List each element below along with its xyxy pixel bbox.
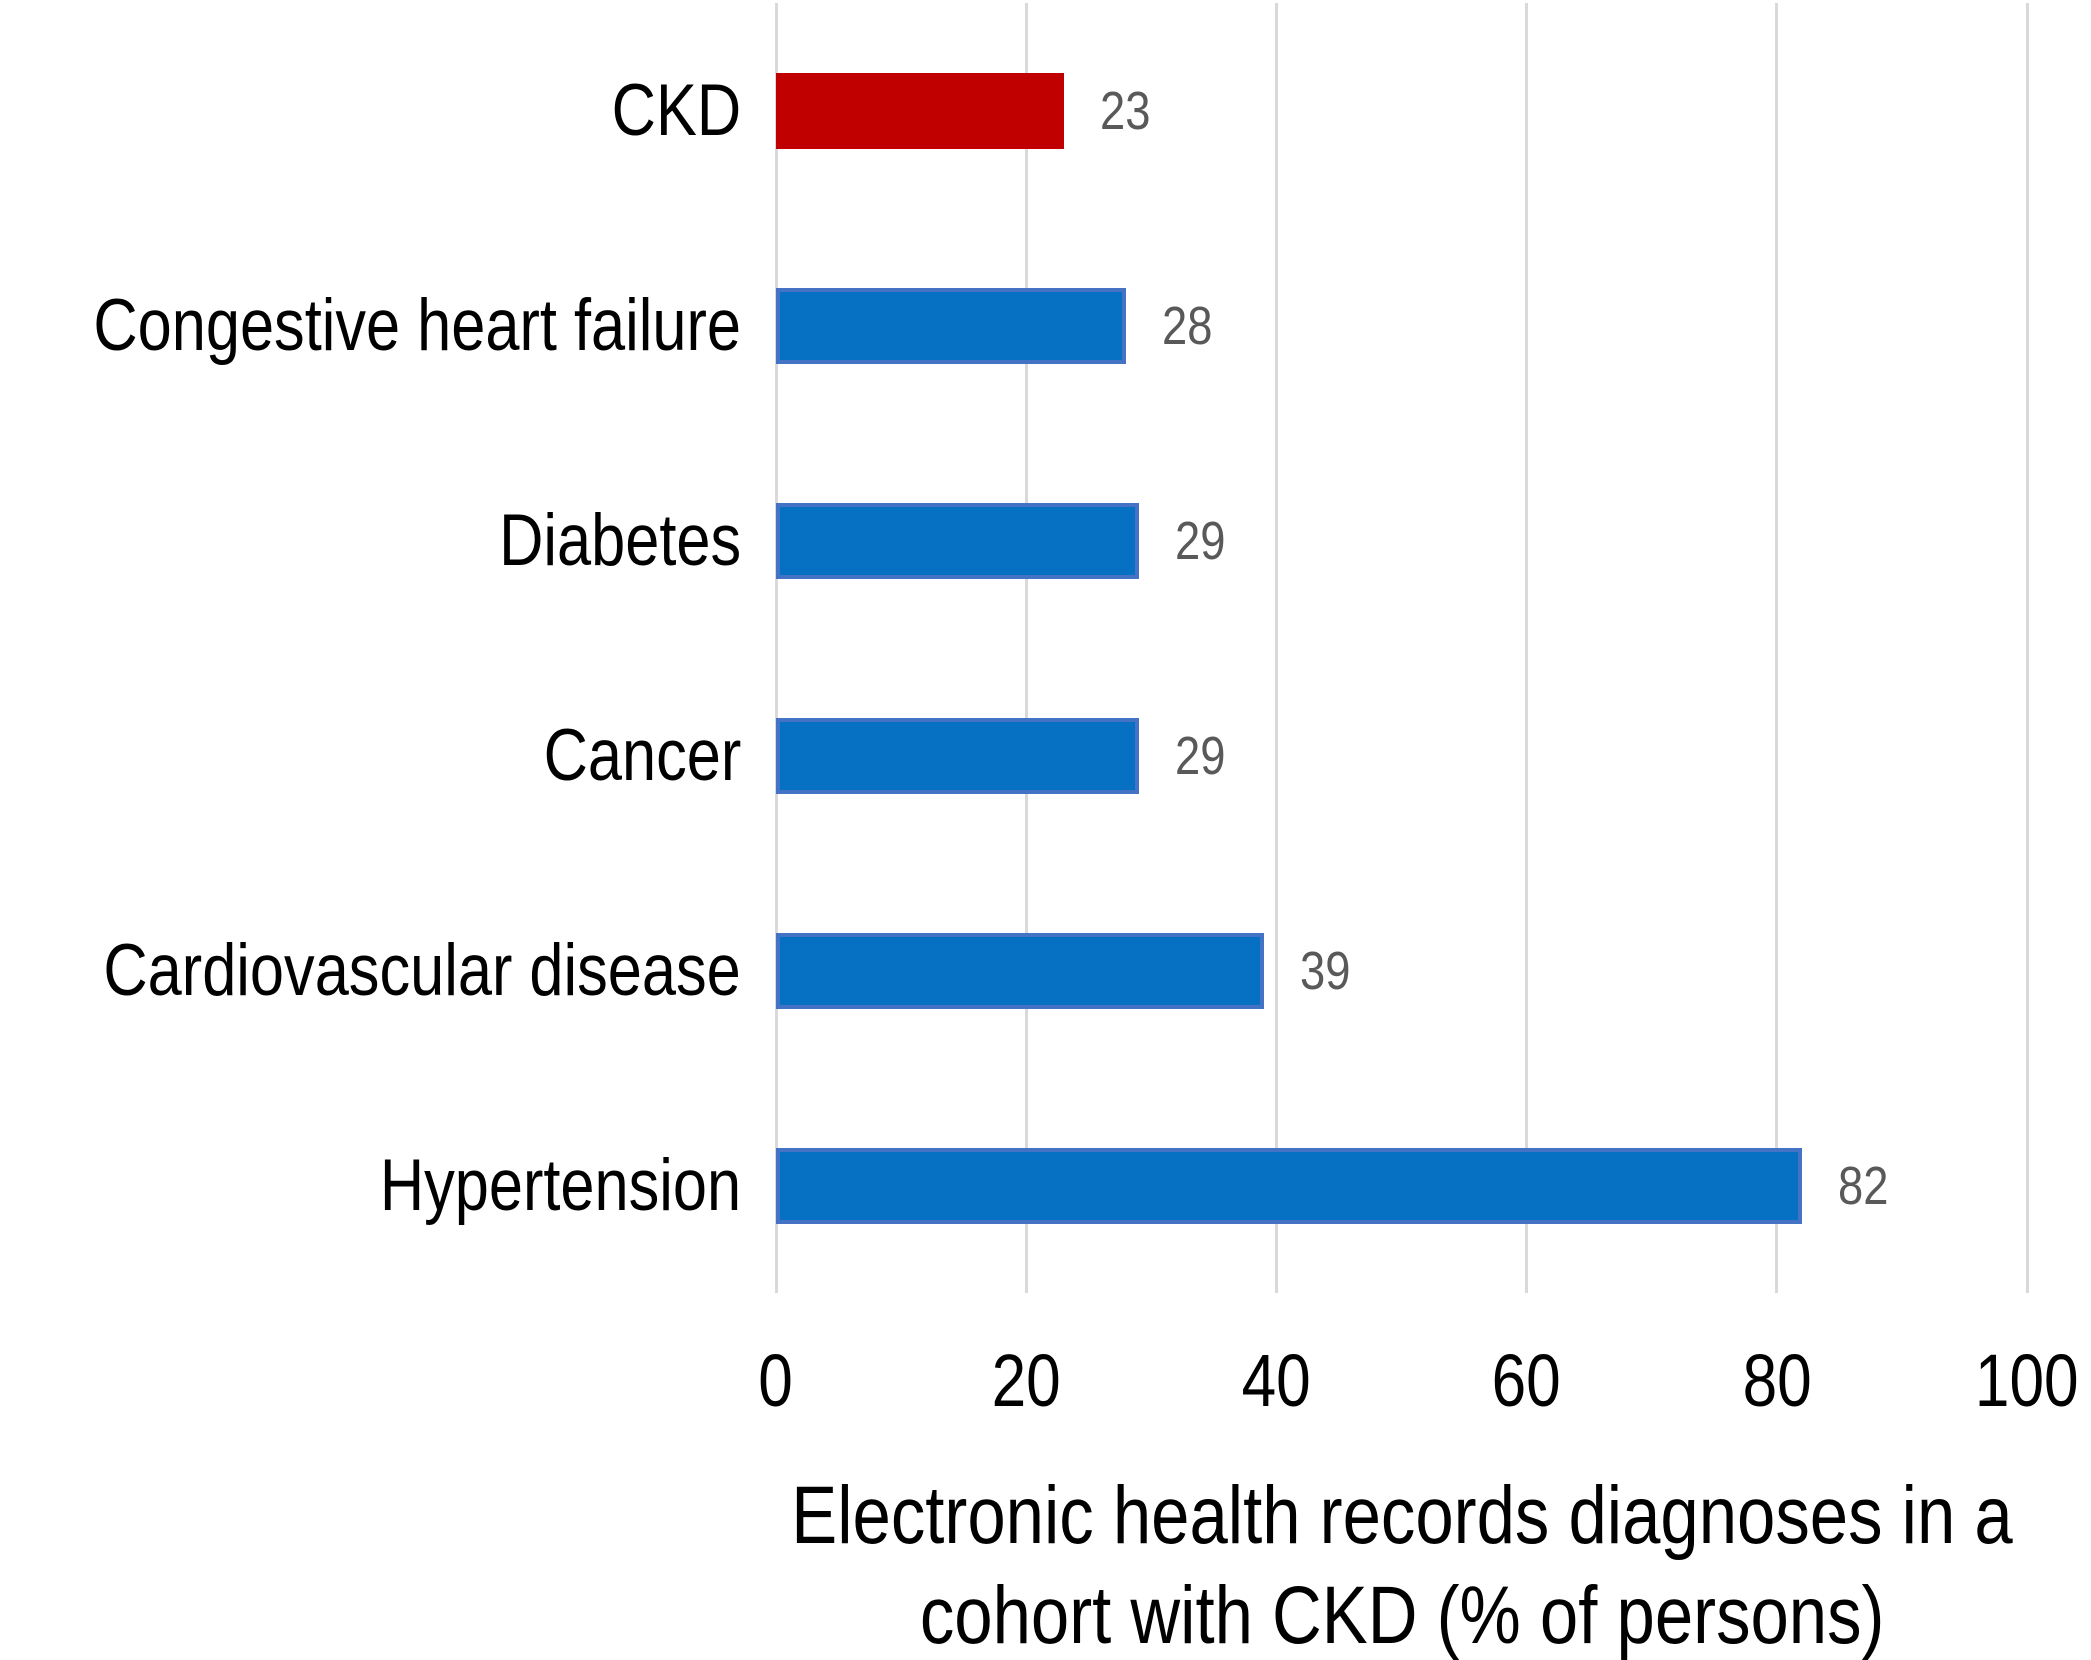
- gridline-60: [1525, 3, 1529, 1293]
- bar-congestive-heart-failure: [776, 287, 1127, 364]
- value-label: 28: [1162, 295, 1222, 357]
- bar-row: 23: [776, 3, 1160, 218]
- value-label-text: 28: [1162, 295, 1213, 356]
- category-label: Diabetes: [0, 433, 741, 648]
- bar-row: 82: [776, 1078, 1898, 1293]
- chart-title-line-2-text: cohort with CKD (% of persons): [919, 1570, 1885, 1660]
- value-label: 23: [1100, 80, 1160, 142]
- chart-title-line-1-text: Electronic health records diagnoses in a: [791, 1470, 2013, 1561]
- bar-cardiovascular-disease: [776, 932, 1264, 1009]
- x-axis-tick-label: 0: [626, 1338, 926, 1423]
- category-label-text: CKD: [611, 70, 741, 151]
- category-label: CKD: [0, 3, 741, 218]
- value-label-text: 82: [1837, 1155, 1889, 1216]
- x-axis-tick-label: 100: [1877, 1338, 2091, 1423]
- x-axis-tick-label: 40: [1126, 1338, 1426, 1423]
- bar-hypertension: [776, 1147, 1802, 1224]
- value-label: 29: [1175, 510, 1235, 572]
- value-label-text: 39: [1299, 940, 1351, 1001]
- category-label: Cardiovascular disease: [0, 863, 741, 1078]
- category-label-text: Diabetes: [498, 500, 741, 581]
- bar-row: 29: [776, 433, 1235, 648]
- category-label: Cancer: [0, 648, 741, 863]
- chart-title: Electronic health records diagnoses in a…: [675, 1466, 2091, 1660]
- gridline-0: [774, 3, 778, 1293]
- x-axis-tick-label: 60: [1377, 1338, 1677, 1423]
- x-axis-tick-label: 20: [876, 1338, 1176, 1423]
- x-axis-tick-label-text: 0: [758, 1339, 794, 1422]
- bar-ckd: [776, 72, 1064, 149]
- bar-diabetes: [776, 502, 1139, 579]
- value-label: 29: [1175, 725, 1235, 787]
- value-label: 82: [1838, 1155, 1898, 1217]
- category-label-text: Cardiovascular disease: [103, 930, 741, 1011]
- bar-row: 28: [776, 218, 1222, 433]
- gridline-40: [1274, 3, 1278, 1293]
- value-label: 39: [1300, 940, 1360, 1002]
- value-label-text: 29: [1174, 725, 1226, 786]
- bar-cancer: [776, 717, 1139, 794]
- bar-row: 39: [776, 863, 1360, 1078]
- category-label: Hypertension: [0, 1078, 741, 1293]
- category-label-text: Hypertension: [379, 1145, 741, 1226]
- value-label-text: 29: [1174, 510, 1226, 571]
- category-label-text: Congestive heart failure: [93, 285, 741, 366]
- bar-row: 29: [776, 648, 1235, 863]
- gridline-80: [1775, 3, 1779, 1293]
- x-axis-tick-label: 80: [1627, 1338, 1927, 1423]
- x-axis-tick-label-text: 100: [1975, 1339, 2079, 1422]
- gridline-100: [2025, 3, 2029, 1293]
- x-axis-tick-label-text: 60: [1492, 1339, 1562, 1422]
- category-label-text: Cancer: [543, 715, 741, 796]
- x-axis-tick-label-text: 20: [991, 1339, 1061, 1422]
- chart-title-line-2: cohort with CKD (% of persons): [675, 1566, 2091, 1660]
- chart-title-line-1: Electronic health records diagnoses in a: [675, 1466, 2091, 1566]
- x-axis-tick-label-text: 80: [1742, 1339, 1812, 1422]
- value-label-text: 23: [1099, 80, 1151, 141]
- category-label: Congestive heart failure: [0, 218, 741, 433]
- x-axis-tick-label-text: 40: [1241, 1339, 1311, 1422]
- gridline-20: [1024, 3, 1028, 1293]
